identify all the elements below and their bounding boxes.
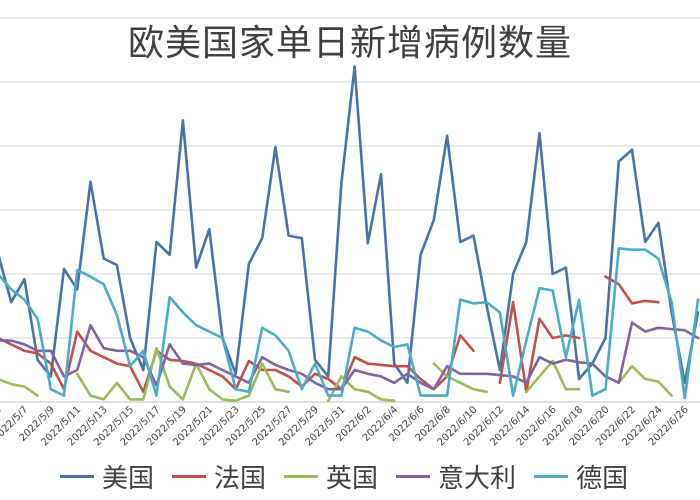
series-line-2 [0, 346, 673, 402]
legend-swatch-italy [396, 474, 431, 478]
legend-item-uk: 英国 [284, 458, 378, 495]
series-line-3 [0, 321, 700, 391]
legend: 美国 法国 英国 意大利 德国 [60, 458, 700, 494]
legend-item-italy: 意大利 [396, 458, 516, 495]
series-line-4 [0, 247, 700, 400]
series-4 [0, 247, 700, 400]
chart-title: 欧美国家单日新增病例数量 [127, 23, 572, 64]
legend-label-uk: 英国 [326, 463, 379, 494]
legend-label-italy: 意大利 [438, 463, 517, 494]
legend-item-germany: 德国 [534, 458, 628, 495]
legend-swatch-us [60, 474, 94, 478]
series-0 [0, 65, 700, 385]
legend-label-france: 法国 [214, 463, 267, 494]
legend-label-us: 美国 [102, 463, 155, 494]
legend-label-germany: 德国 [576, 463, 629, 494]
legend-item-us: 美国 [60, 458, 154, 495]
legend-swatch-france [172, 474, 207, 478]
series-3 [0, 321, 700, 391]
legend-swatch-uk [284, 474, 319, 478]
legend-item-france: 法国 [172, 458, 266, 495]
series-line-0 [0, 65, 700, 385]
legend-swatch-germany [534, 474, 569, 478]
line-chart: 2022/5/52022/5/72022/5/92022/5/112022/5/… [0, 17, 700, 448]
series-2 [0, 346, 673, 402]
